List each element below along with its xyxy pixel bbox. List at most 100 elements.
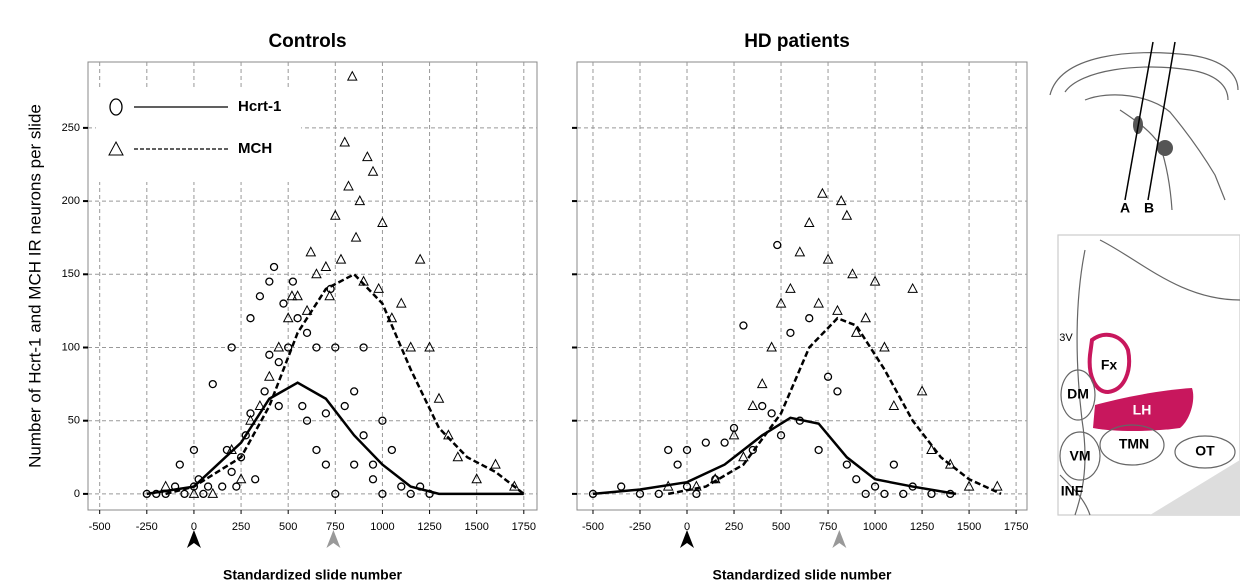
x-tick-label: 500 [279, 521, 297, 533]
hcrt-point [331, 489, 340, 499]
mch-point [841, 209, 853, 220]
x-tick-label: -500 [89, 521, 111, 533]
hcrt-point [842, 460, 851, 469]
coronal-diagram [1057, 234, 1240, 516]
hcrt-point [255, 292, 265, 301]
slide-arrow [680, 530, 695, 548]
y-tick-label: 200 [62, 195, 80, 207]
mch-point [869, 275, 881, 286]
x-tick-label: 0 [684, 521, 690, 533]
mch-point [490, 458, 501, 469]
mch-point [888, 399, 900, 411]
fit-line [165, 272, 525, 496]
mch-point [424, 341, 435, 352]
mch-point [282, 312, 294, 323]
hcrt-point [664, 445, 673, 455]
hcrt-point [406, 489, 415, 499]
hcrt-point [368, 460, 378, 469]
hcrt-point [246, 409, 255, 418]
diagram-label: 3V [1059, 332, 1073, 344]
hcrt-point [387, 445, 397, 455]
mch-point [245, 414, 256, 425]
mch-point [835, 195, 847, 206]
hcrt-point [265, 277, 274, 286]
hcrt-point [312, 343, 321, 352]
y-tick-label: 250 [62, 122, 80, 134]
x-tick-label: -500 [582, 521, 604, 533]
x-tick-label: 250 [725, 521, 743, 533]
hcrt-point [241, 431, 250, 440]
hcrt-point [773, 240, 782, 250]
hcrt-point [279, 299, 288, 308]
mch-point [452, 451, 464, 462]
sagittal-diagram [1043, 40, 1240, 220]
mch-point [346, 70, 358, 81]
hcrt-point [331, 343, 340, 352]
mch-point [273, 341, 285, 352]
mch-point [860, 312, 871, 323]
mch-point [794, 246, 806, 257]
x-tick-label: 1250 [910, 521, 934, 533]
hcrt-point [823, 372, 833, 381]
mch-point [756, 378, 768, 389]
mch-point [662, 480, 674, 491]
hcrt-point [359, 343, 368, 352]
x-tick-label: 1000 [370, 521, 394, 533]
y-tick-label: 0 [74, 488, 80, 500]
mch-point [879, 341, 890, 352]
legend-label: MCH [238, 140, 272, 157]
hcrt-point [269, 262, 279, 272]
mch-point [822, 253, 834, 264]
hcrt-point [180, 489, 189, 499]
mch-point [691, 480, 702, 491]
mch-point [226, 443, 237, 454]
mch-point [907, 282, 918, 293]
mch-point [766, 341, 777, 352]
hcrt-point [786, 328, 795, 337]
diagram-label: VM [1070, 448, 1091, 464]
fit-line [146, 381, 524, 496]
mch-point [311, 268, 322, 279]
hcrt-point [340, 401, 349, 411]
mch-point [254, 399, 266, 411]
mch-point [301, 304, 313, 315]
mch-point [367, 165, 379, 176]
slide-arrow [186, 530, 201, 548]
slide-arrow [832, 530, 847, 548]
hcrt-point [293, 314, 302, 323]
diagram-label: LH [1133, 402, 1152, 418]
hcrt-point [673, 460, 682, 469]
x-tick-label: 1500 [957, 521, 981, 533]
hcrt-point [359, 431, 368, 440]
x-tick-label: 1000 [863, 521, 887, 533]
x-tick-label: 750 [819, 521, 837, 533]
hcrt-point [265, 350, 274, 359]
hcrt-point [218, 482, 227, 491]
hcrt-point [814, 445, 823, 455]
x-tick-label: 1250 [417, 521, 441, 533]
hcrt-point [175, 460, 184, 469]
mch-point [775, 297, 787, 308]
mch-point [785, 282, 796, 293]
hcrt-point [350, 387, 359, 396]
x-tick-label: -250 [136, 521, 158, 533]
hcrt-point [682, 445, 692, 455]
x-tick-label: 1750 [512, 521, 536, 533]
x-tick-label: 750 [326, 521, 344, 533]
hcrt-point [302, 416, 312, 425]
mch-point [813, 297, 824, 308]
diagram-label: DM [1067, 386, 1089, 402]
mch-point [320, 260, 332, 271]
mch-point [414, 253, 426, 264]
hcrt-point [274, 357, 283, 367]
x-axis-label: Standardized slide number [223, 567, 402, 583]
legend-marker [109, 98, 123, 116]
chart-title: HD patients [744, 31, 850, 52]
slide-arrow [326, 530, 341, 548]
hcrt-point [899, 489, 908, 499]
diagram-label: TMN [1119, 436, 1149, 452]
mch-point [339, 136, 351, 147]
legend-box [96, 87, 301, 182]
hcrt-point [397, 482, 406, 491]
